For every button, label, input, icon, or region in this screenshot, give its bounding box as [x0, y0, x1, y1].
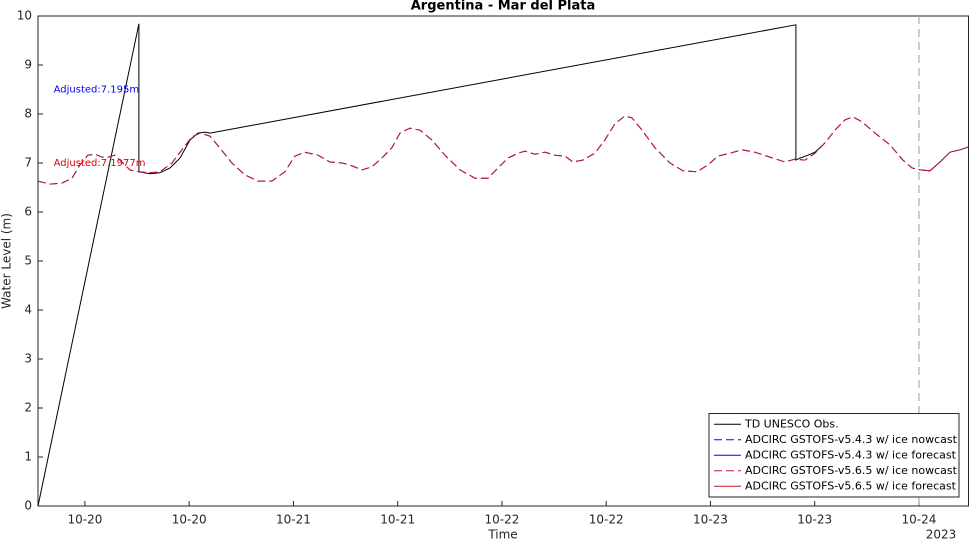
- x-tick-label: 10-20: [172, 513, 207, 527]
- y-tick-label: 10: [17, 9, 32, 23]
- y-axis-label: Water Level (m): [0, 213, 14, 309]
- x-tick-label: 10-23: [797, 513, 832, 527]
- x-tick-label: 10-22: [589, 513, 624, 527]
- y-tick-label: 9: [24, 58, 32, 72]
- y-tick-label: 3: [24, 352, 32, 366]
- legend-label: ADCIRC GSTOFS-v5.4.3 w/ ice nowcast: [745, 433, 958, 446]
- y-tick-label: 7: [24, 156, 32, 170]
- y-tick-label: 6: [24, 205, 32, 219]
- legend: TD UNESCO Obs. ADCIRC GSTOFS-v5.4.3 w/ ic…: [708, 413, 960, 498]
- legend-label: TD UNESCO Obs.: [744, 417, 839, 430]
- legend-box: [708, 413, 960, 498]
- x-tick-label: 10-21: [276, 513, 311, 527]
- series-line: [37, 23, 823, 507]
- series-line: [919, 146, 969, 172]
- y-tick-label: 2: [24, 401, 32, 415]
- y-tick-label: 0: [24, 499, 32, 513]
- y-tick-label: 4: [24, 303, 32, 317]
- y-tick-label: 1: [24, 450, 32, 464]
- series-line: [919, 146, 969, 172]
- annotation: Adjusted:7.1977m: [54, 158, 146, 169]
- y-tick-label: 8: [24, 107, 32, 121]
- series-line: [37, 115, 921, 185]
- y-tick-label: 5: [24, 254, 32, 268]
- legend-label: ADCIRC GSTOFS-v5.6.5 w/ ice forecast: [745, 479, 957, 492]
- x-tick-label: 10-20: [67, 513, 102, 527]
- x-tick-label: 10-23: [693, 513, 728, 527]
- x-tick-label: 10-21: [380, 513, 415, 527]
- legend-label: ADCIRC GSTOFS-v5.4.3 w/ ice forecast: [745, 448, 957, 461]
- series-line: [37, 115, 921, 185]
- x-tick-label: 10-22: [484, 513, 519, 527]
- x-axis-year: 2023: [926, 528, 957, 541]
- chart-title: Argentina - Mar del Plata: [411, 0, 596, 14]
- x-axis-label: Time: [487, 528, 517, 541]
- annotation: Adjusted:7.195m: [54, 85, 140, 96]
- x-tick-label: 10-24: [902, 513, 937, 527]
- legend-label: ADCIRC GSTOFS-v5.6.5 w/ ice nowcast: [745, 464, 958, 477]
